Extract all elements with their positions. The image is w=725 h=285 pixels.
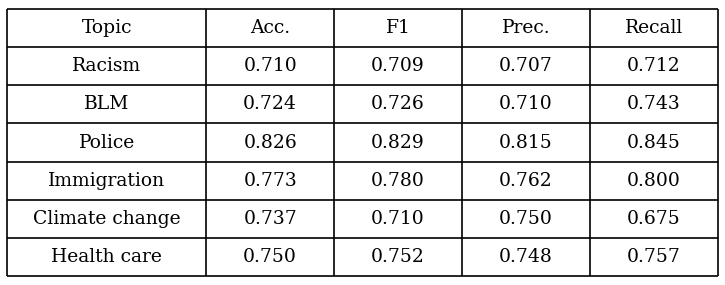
Text: 0.829: 0.829 (371, 133, 425, 152)
Text: 0.710: 0.710 (244, 57, 297, 75)
Text: 0.845: 0.845 (627, 133, 681, 152)
Text: 0.762: 0.762 (499, 172, 552, 190)
Text: Police: Police (78, 133, 135, 152)
Text: 0.815: 0.815 (499, 133, 552, 152)
Text: 0.675: 0.675 (627, 210, 681, 228)
Text: F1: F1 (386, 19, 410, 37)
Text: 0.780: 0.780 (371, 172, 425, 190)
Text: 0.750: 0.750 (499, 210, 553, 228)
Text: Acc.: Acc. (250, 19, 290, 37)
Text: 0.748: 0.748 (499, 248, 553, 266)
Text: 0.737: 0.737 (244, 210, 297, 228)
Text: 0.712: 0.712 (627, 57, 681, 75)
Text: Topic: Topic (81, 19, 132, 37)
Text: Health care: Health care (51, 248, 162, 266)
Text: 0.709: 0.709 (371, 57, 425, 75)
Text: 0.773: 0.773 (244, 172, 297, 190)
Text: 0.757: 0.757 (627, 248, 681, 266)
Text: 0.800: 0.800 (627, 172, 681, 190)
Text: BLM: BLM (84, 95, 129, 113)
Text: 0.726: 0.726 (371, 95, 425, 113)
Text: Prec.: Prec. (502, 19, 550, 37)
Text: Recall: Recall (625, 19, 683, 37)
Text: Climate change: Climate change (33, 210, 181, 228)
Text: 0.826: 0.826 (244, 133, 297, 152)
Text: 0.707: 0.707 (499, 57, 553, 75)
Text: 0.710: 0.710 (499, 95, 552, 113)
Text: 0.750: 0.750 (243, 248, 297, 266)
Text: 0.710: 0.710 (371, 210, 425, 228)
Text: Racism: Racism (72, 57, 141, 75)
Text: 0.743: 0.743 (627, 95, 681, 113)
Text: 0.724: 0.724 (243, 95, 297, 113)
Text: Immigration: Immigration (48, 172, 165, 190)
Text: 0.752: 0.752 (371, 248, 425, 266)
